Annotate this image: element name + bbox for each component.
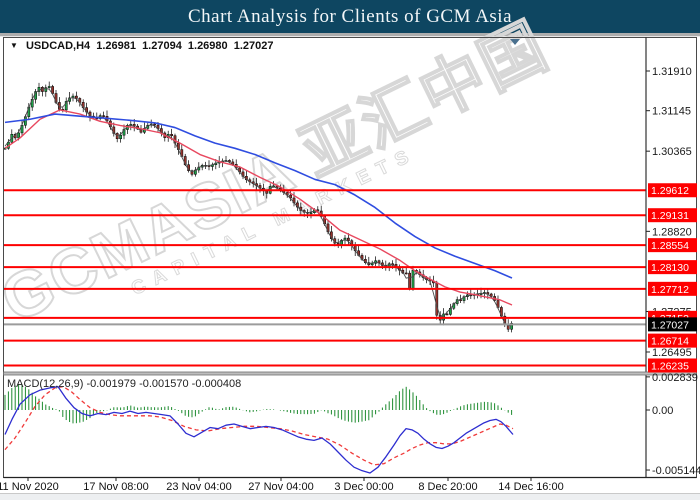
time-axis-label: 8 Dec 20:00 — [418, 481, 477, 493]
quote-close: 1.27027 — [233, 40, 274, 52]
pane-separator[interactable] — [3, 371, 697, 376]
price-level-badge — [648, 333, 697, 348]
fast-ma-line — [4, 88, 512, 327]
price-level-badge — [648, 281, 697, 296]
candle-down — [190, 170, 194, 175]
candle-down — [347, 237, 350, 241]
quote-high: 1.27094 — [142, 40, 182, 52]
price-level-badge-label: 1.29131 — [651, 210, 689, 222]
price-level-badge — [648, 260, 697, 275]
candle-up — [343, 237, 347, 241]
chart-window-border — [3, 37, 697, 478]
time-axis-label: 27 Nov 04:00 — [248, 481, 313, 493]
macd-main-line — [4, 386, 514, 474]
chart-shift-marker-icon[interactable] — [510, 39, 520, 45]
time-axis-label: 23 Nov 04:00 — [166, 481, 231, 493]
title-bar: Chart Analysis for Clients of GCM Asia — [0, 0, 700, 33]
candle-up — [64, 101, 68, 111]
candle-down — [289, 194, 292, 199]
candle-up — [47, 86, 51, 88]
symbol-dropdown-icon[interactable]: ▼ — [10, 41, 18, 50]
candle-down — [316, 209, 320, 212]
symbol-label: USDCAD,H4 — [25, 40, 91, 52]
ma-red-line — [4, 109, 513, 306]
quote-line: ▼ USDCAD,H4 1.26981 1.27094 1.26980 1.27… — [10, 40, 276, 52]
price-tick-label: 1.28820 — [652, 226, 692, 238]
price-level-badge-label: 1.27712 — [651, 284, 689, 296]
price-level-badge — [648, 208, 697, 223]
titlebar-divider — [0, 33, 700, 37]
price-level-badge — [648, 358, 697, 373]
page-title: Chart Analysis for Clients of GCM Asia — [187, 6, 513, 27]
price-level-badge-label: 1.28130 — [651, 262, 689, 274]
macd-tick-label: 0.00 — [652, 405, 673, 417]
price-tick-label: 1.26495 — [652, 347, 692, 359]
time-axis-label: 11 Nov 2020 — [0, 481, 59, 493]
price-tick-label: 1.31145 — [652, 106, 691, 118]
window-bottom-strip — [0, 493, 700, 500]
quote-open: 1.26981 — [96, 40, 136, 52]
candle-down — [102, 115, 105, 117]
macd-indicator-label: MACD(12,26,9) -0.001979 -0.001570 -0.000… — [7, 378, 242, 390]
candle-down — [404, 272, 408, 275]
candle-up — [462, 296, 466, 301]
candle-up — [411, 270, 415, 289]
price-level-badge-label: 1.28554 — [651, 240, 689, 252]
ma-blue-line — [4, 113, 513, 279]
candle-down — [445, 313, 449, 316]
time-axis-label: 17 Nov 08:00 — [83, 481, 148, 493]
price-level-badge — [648, 183, 697, 198]
price-level-badge — [648, 238, 697, 253]
macd-histogram-layer — [4, 384, 513, 424]
candle-down — [435, 282, 439, 316]
candle-down — [75, 95, 78, 99]
candle-down — [408, 272, 411, 289]
candle-up — [44, 87, 48, 92]
candle-up — [17, 132, 20, 139]
candle-up — [510, 323, 513, 330]
macd-tick-label: 0.002839 — [652, 372, 698, 384]
time-axis-label: 3 Dec 00:00 — [334, 481, 393, 493]
candle-up — [309, 212, 313, 214]
price-level-badge-label: 1.26235 — [651, 360, 689, 372]
price-level-badge-label: 1.26714 — [651, 336, 689, 348]
price-tick-label: 1.31910 — [652, 66, 692, 78]
time-axis-label: 14 Dec 16:00 — [498, 481, 563, 493]
current-price-badge — [648, 317, 697, 332]
macd-signal-line — [4, 386, 514, 466]
macd-tick-label: -0.005144 — [652, 465, 700, 477]
candle-down — [170, 134, 173, 136]
candle-up — [119, 134, 122, 140]
current-price-badge-label: 1.27027 — [651, 319, 689, 331]
candle-down — [153, 123, 156, 126]
quote-low: 1.26980 — [187, 40, 228, 52]
price-level-badge-label: 1.29612 — [651, 185, 689, 197]
candlestick-layer — [3, 81, 513, 333]
price-tick-label: 1.30365 — [652, 146, 692, 158]
